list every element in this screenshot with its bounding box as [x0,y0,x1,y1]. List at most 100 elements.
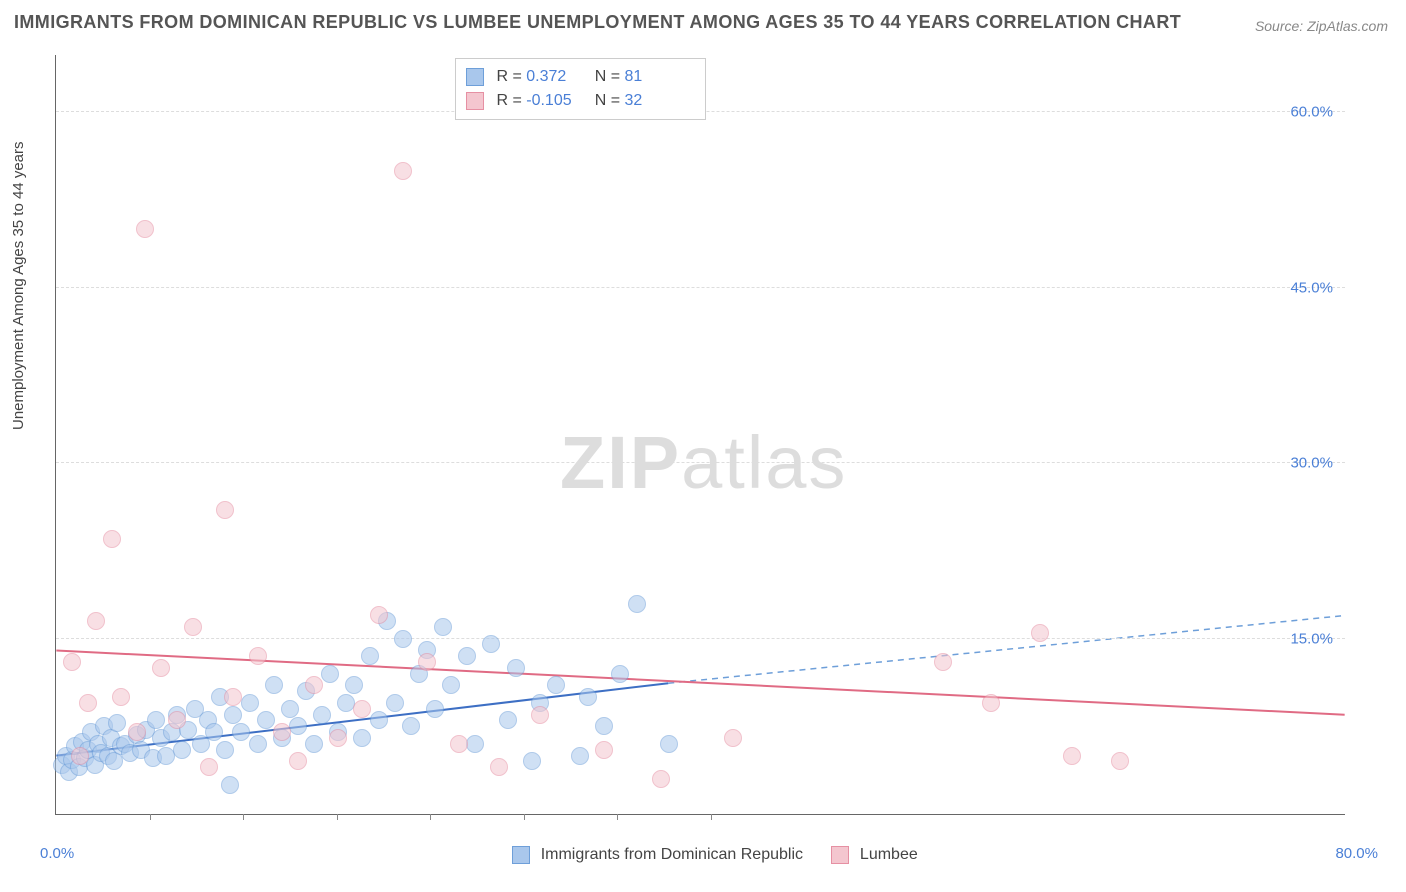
x-tick [617,814,618,820]
scatter-point [482,635,500,653]
scatter-point [507,659,525,677]
scatter-point [168,711,186,729]
scatter-point [595,717,613,735]
scatter-point [361,647,379,665]
scatter-point [418,653,436,671]
scatter-point [87,612,105,630]
scatter-point [224,688,242,706]
scatter-point [249,647,267,665]
y-tick-label: 60.0% [1290,104,1333,121]
legend-label-series-a: Immigrants from Dominican Republic [541,846,803,863]
trend-line [668,615,1344,683]
x-tick [150,814,151,820]
scatter-point [152,659,170,677]
legend-swatch-series-b [831,846,849,864]
scatter-point [652,770,670,788]
legend-n-label: N = [595,68,620,85]
plot-area: 15.0% 30.0% 45.0% 60.0% [55,55,1345,815]
scatter-point [329,729,347,747]
x-tick [524,814,525,820]
y-tick-label: 15.0% [1290,630,1333,647]
scatter-point [370,711,388,729]
chart-title: IMMIGRANTS FROM DOMINICAN REPUBLIC VS LU… [14,12,1181,33]
scatter-point [531,706,549,724]
scatter-point [224,706,242,724]
scatter-point [1031,624,1049,642]
scatter-point [571,747,589,765]
scatter-point [394,630,412,648]
scatter-point [982,694,1000,712]
scatter-point [241,694,259,712]
scatter-point [313,706,331,724]
x-tick [711,814,712,820]
scatter-point [321,665,339,683]
scatter-point [147,711,165,729]
legend-swatch-b [466,92,484,110]
x-tick [243,814,244,820]
scatter-point [1111,752,1129,770]
scatter-point [370,606,388,624]
scatter-point [216,741,234,759]
scatter-point [305,735,323,753]
legend-n-label: N = [595,92,620,109]
scatter-point [79,694,97,712]
scatter-point [273,723,291,741]
legend-r-value-a: 0.372 [526,65,590,89]
scatter-point [216,501,234,519]
y-tick-label: 45.0% [1290,279,1333,296]
legend-r-label: R = [496,68,521,85]
legend-row-series-a: R = 0.372 N = 81 [466,65,689,89]
y-tick-label: 30.0% [1290,455,1333,472]
scatter-point [442,676,460,694]
legend-n-value-b: 32 [625,89,689,113]
scatter-point [458,647,476,665]
chart-container: IMMIGRANTS FROM DOMINICAN REPUBLIC VS LU… [0,0,1406,892]
scatter-point [281,700,299,718]
scatter-point [466,735,484,753]
legend-n-value-a: 81 [625,65,689,89]
scatter-point [523,752,541,770]
scatter-point [934,653,952,671]
scatter-point [289,752,307,770]
scatter-point [257,711,275,729]
scatter-point [200,758,218,776]
scatter-point [108,714,126,732]
y-axis-label: Unemployment Among Ages 35 to 44 years [10,141,27,430]
scatter-point [232,723,250,741]
scatter-point [628,595,646,613]
scatter-point [434,618,452,636]
x-tick [430,814,431,820]
scatter-point [63,653,81,671]
scatter-point [184,618,202,636]
scatter-point [1063,747,1081,765]
scatter-point [353,700,371,718]
scatter-point [595,741,613,759]
correlation-legend: R = 0.372 N = 81 R = -0.105 N = 32 [455,58,706,120]
legend-r-value-b: -0.105 [526,89,590,113]
legend-row-series-b: R = -0.105 N = 32 [466,89,689,113]
scatter-point [450,735,468,753]
scatter-point [394,162,412,180]
scatter-point [128,723,146,741]
scatter-point [426,700,444,718]
series-legend: Immigrants from Dominican Republic Lumbe… [0,846,1406,864]
scatter-point [579,688,597,706]
scatter-point [345,676,363,694]
scatter-point [205,723,223,741]
scatter-point [136,220,154,238]
legend-swatch-a [466,68,484,86]
scatter-point [112,688,130,706]
scatter-point [547,676,565,694]
scatter-point [221,776,239,794]
scatter-point [660,735,678,753]
gridline-horizontal [56,638,1345,639]
scatter-point [103,530,121,548]
legend-swatch-series-a [512,846,530,864]
scatter-point [499,711,517,729]
scatter-point [490,758,508,776]
source-attribution: Source: ZipAtlas.com [1255,18,1388,34]
scatter-point [402,717,420,735]
x-tick [337,814,338,820]
scatter-point [289,717,307,735]
legend-label-series-b: Lumbee [860,846,918,863]
